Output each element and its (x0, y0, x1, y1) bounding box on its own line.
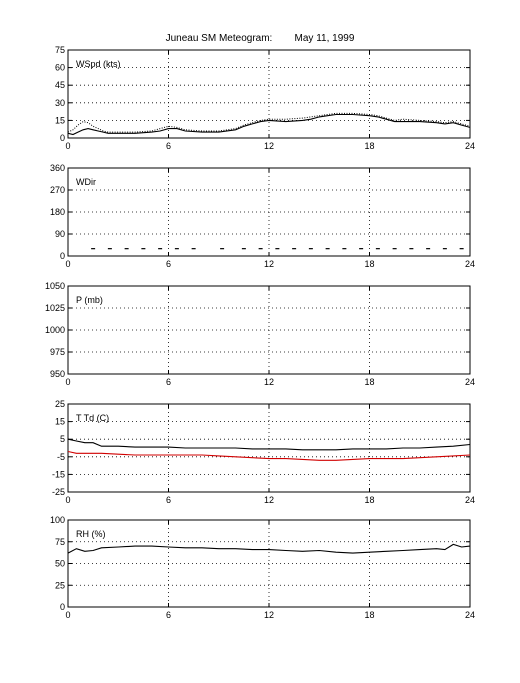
wspd-series-group (68, 112, 470, 136)
page-title: Juneau SM Meteogram: May 11, 1999 (165, 33, 355, 44)
wdir-xtick-label: 18 (364, 259, 374, 269)
wspd-xtick-label: 18 (364, 141, 374, 151)
wspd-xtick-label: 0 (65, 141, 70, 151)
pressure-ytick-label: 950 (50, 369, 65, 379)
rh-ytick-label: 75 (55, 537, 65, 547)
pressure-panel-label: P (mb) (76, 295, 103, 305)
pressure-xtick-label: 12 (264, 377, 274, 387)
temp-panel: 0 6 12 18 24 -25 -15 -5 5 15 25 T Td (C) (52, 399, 475, 505)
pressure-xtick-label: 18 (364, 377, 374, 387)
pressure-xtick-label: 6 (166, 377, 171, 387)
rh-xtick-label: 0 (65, 610, 70, 620)
pressure-ytick-label: 1050 (45, 281, 65, 291)
temp-panel-label: T Td (C) (76, 413, 109, 423)
wspd-series-line-1 (68, 112, 470, 133)
temp-xtick-label: 0 (65, 495, 70, 505)
rh-xtick-label: 6 (166, 610, 171, 620)
wdir-xtick-label: 0 (65, 259, 70, 269)
temp-series-line-1 (68, 438, 470, 451)
wspd-ytick-label: 15 (55, 115, 65, 125)
wspd-panel: 0 6 12 18 24 0 15 30 45 60 75 WSpd (kts) (55, 45, 475, 151)
rh-series-group (68, 543, 470, 554)
wspd-ytick-label: 60 (55, 63, 65, 73)
temp-ytick-label: 15 (55, 417, 65, 427)
temp-ytick-label: 25 (55, 399, 65, 409)
wdir-ytick-label: 360 (50, 163, 65, 173)
temp-series-line-2 (68, 450, 470, 461)
wdir-ytick-label: 180 (50, 207, 65, 217)
pressure-ytick-label: 1000 (45, 325, 65, 335)
temp-xtick-label: 6 (166, 495, 171, 505)
temp-ytick-label: -5 (57, 452, 65, 462)
wspd-ytick-label: 45 (55, 80, 65, 90)
wspd-xtick-label: 24 (465, 141, 475, 151)
temp-xtick-label: 24 (465, 495, 475, 505)
rh-ytick-label: 0 (60, 602, 65, 612)
pressure-xtick-label: 0 (65, 377, 70, 387)
pressure-ytick-label: 975 (50, 347, 65, 357)
temp-xtick-label: 18 (364, 495, 374, 505)
rh-xtick-label: 18 (364, 610, 374, 620)
rh-series-line-1 (68, 543, 470, 554)
rh-panel: 0 6 12 18 24 0 25 50 75 100 RH (%) (50, 515, 475, 620)
pressure-ytick-label: 1025 (45, 303, 65, 313)
pressure-panel: 0 6 12 18 24 950 975 1000 1025 1050 P (mb) (45, 281, 475, 387)
wdir-panel-label: WDir (76, 177, 96, 187)
rh-panel-label: RH (%) (76, 529, 106, 539)
rh-ytick-label: 100 (50, 515, 65, 525)
temp-ytick-label: -25 (52, 487, 65, 497)
wspd-ytick-label: 0 (60, 133, 65, 143)
wspd-ytick-label: 30 (55, 98, 65, 108)
wdir-xtick-label: 24 (465, 259, 475, 269)
rh-xtick-label: 12 (264, 610, 274, 620)
rh-xtick-label: 24 (465, 610, 475, 620)
rh-ytick-label: 50 (55, 559, 65, 569)
temp-series-group (68, 438, 470, 461)
wdir-ytick-label: 270 (50, 185, 65, 195)
wdir-ytick-label: 0 (60, 251, 65, 261)
wspd-panel-label: WSpd (kts) (76, 59, 121, 69)
wdir-xtick-label: 12 (264, 259, 274, 269)
temp-ytick-label: 5 (60, 434, 65, 444)
temp-xtick-label: 12 (264, 495, 274, 505)
wdir-ytick-label: 90 (55, 229, 65, 239)
wspd-ytick-label: 75 (55, 45, 65, 55)
wdir-panel: 0 6 12 18 24 0 90 180 270 360 WDir (50, 163, 475, 269)
wspd-xtick-label: 12 (264, 141, 274, 151)
temp-ytick-label: -15 (52, 469, 65, 479)
wspd-series-line-2 (68, 113, 470, 136)
wspd-xtick-label: 6 (166, 141, 171, 151)
rh-ytick-label: 25 (55, 580, 65, 590)
wdir-xtick-label: 6 (166, 259, 171, 269)
pressure-xtick-label: 24 (465, 377, 475, 387)
